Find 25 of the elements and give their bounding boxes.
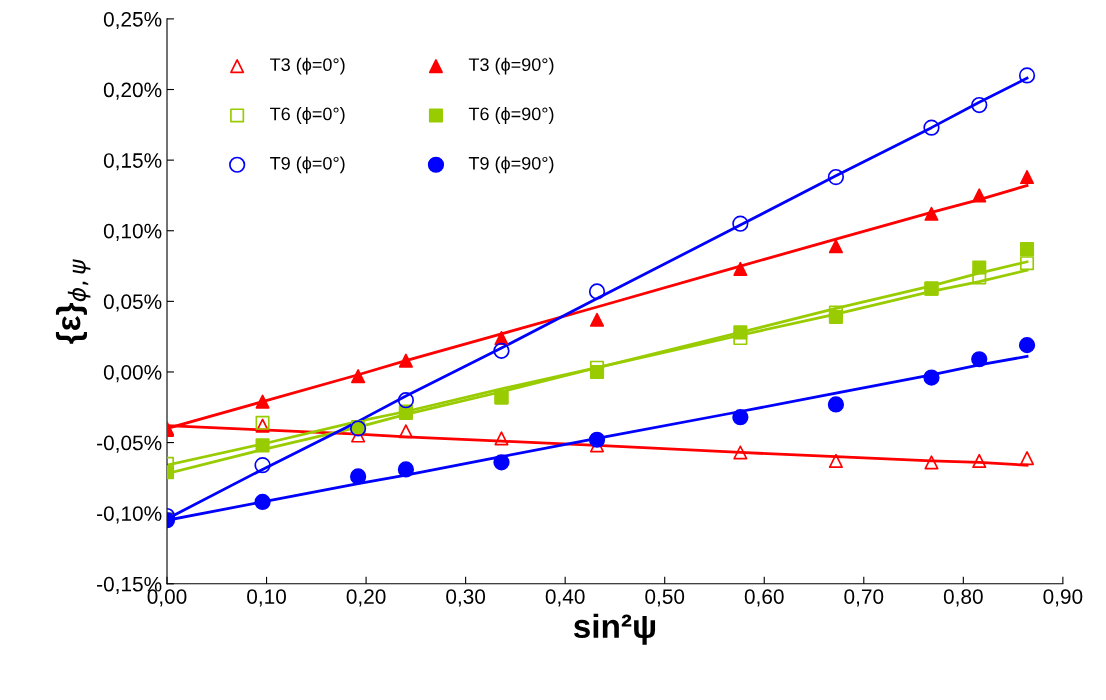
y-tick-label: -0,05% [97,435,162,453]
x-tick-label: 0,40 [545,589,585,607]
x-tick-label: 0,70 [844,589,884,607]
legend-label: T3 (ϕ=90°) [468,57,554,75]
y-tick-label: 0,10% [103,223,162,241]
x-tick-label: 0,90 [1043,589,1083,607]
legend-label: T9 (ϕ=0°) [270,156,345,174]
x-axis-title: sin²ψ [573,613,656,645]
y-tick-label: 0,00% [103,364,162,383]
x-tick-label: 0,80 [943,589,983,607]
legend-label: T6 (ϕ=90°) [468,107,554,124]
x-tick-label: 0,30 [446,589,486,607]
x-tick-label: 0,50 [645,589,685,607]
y-axis-title: {ε}$_{ϕ,ψ}$ [55,259,91,344]
y-tick-label: -0,10% [97,506,162,524]
legend-label: T3 (ϕ=0°) [270,57,345,75]
y-tick-label: 0,25% [103,11,162,30]
x-tick-label: 0,20 [346,589,386,607]
y-tick-label: 0,20% [103,82,162,100]
x-tick-label: 0,10 [247,589,287,607]
legend-label: T9 (ϕ=90°) [468,156,554,174]
y-tick-label: 0,05% [103,294,162,312]
x-tick-label: 0,60 [744,589,784,607]
y-tick-label: 0,15% [103,153,162,171]
legend-label: T6 (ϕ=0°) [270,107,345,124]
